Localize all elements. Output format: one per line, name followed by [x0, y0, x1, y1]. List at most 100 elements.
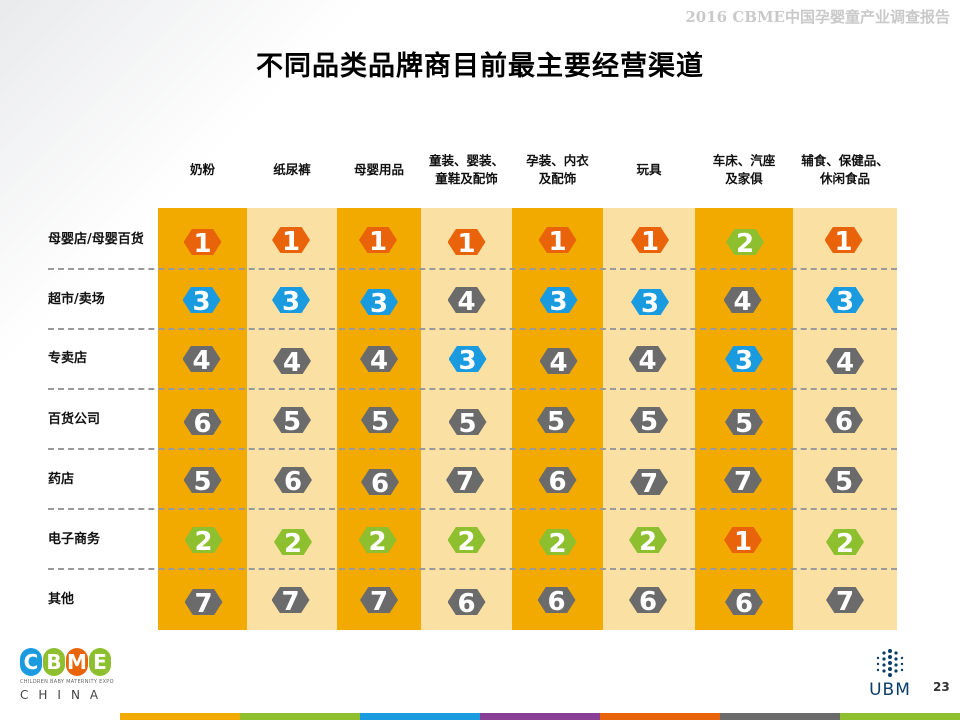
rank-badge: 1: [724, 527, 762, 553]
row-divider: [48, 268, 897, 270]
rank-value: 2: [638, 527, 658, 557]
ubm-logo: UBM: [862, 648, 918, 704]
cbme-logo-letter: E: [89, 648, 111, 676]
rank-value: 6: [370, 469, 390, 499]
rank-value: 1: [368, 227, 388, 257]
rank-badge: 4: [273, 348, 311, 374]
rank-badge: 7: [184, 589, 223, 619]
rank-badge: 3: [826, 287, 864, 313]
rank-value: 6: [457, 589, 476, 619]
rank-badge: 3: [360, 289, 398, 315]
rank-value: 7: [369, 587, 389, 617]
rank-value: 1: [457, 229, 476, 259]
row-label: 母婴店/母婴百货: [48, 232, 144, 247]
rank-badge: 7: [630, 469, 668, 495]
rank-value: 7: [281, 587, 300, 617]
page-number: 23: [933, 680, 950, 694]
rank-value: 4: [549, 348, 568, 378]
rank-badge: 1: [272, 227, 310, 253]
rank-badge: 1: [631, 227, 669, 253]
row-label: 电子商务: [48, 532, 101, 547]
row-label: 超市/卖场: [48, 292, 105, 307]
bottom-bar-segment: [840, 713, 960, 720]
rank-badge: 2: [826, 529, 864, 555]
rank-badge: 1: [183, 229, 222, 255]
rank-badge: 6: [183, 409, 222, 439]
rank-value: 5: [734, 409, 754, 439]
rank-value: 7: [194, 589, 213, 619]
slide-title: 不同品类品牌商目前最主要经营渠道: [256, 51, 704, 82]
rank-badge: 5: [183, 467, 222, 493]
rank-badge: 1: [359, 227, 397, 253]
rank-value: 4: [733, 287, 752, 317]
rank-badge: 5: [630, 407, 668, 433]
cbme-logo-subtitle: CHILDREN BABY MATERNITY EXPO: [20, 679, 114, 685]
rank-badge: 4: [447, 287, 486, 313]
rank-value: 6: [193, 409, 212, 439]
rank-badge: 6: [537, 587, 576, 617]
row-label: 专卖店: [48, 351, 88, 366]
rank-badge: 7: [360, 587, 398, 613]
rank-value: 2: [835, 529, 855, 559]
cbme-logo-letter: C: [20, 648, 42, 676]
column-header: 纸尿裤: [273, 162, 311, 177]
rank-badge: 5: [448, 409, 487, 439]
rank-badge: 5: [725, 409, 763, 435]
report-header: 2016 CBME中国孕婴童产业调查报告: [685, 8, 950, 26]
rank-value: 3: [458, 346, 477, 376]
rank-badge: 2: [358, 527, 397, 557]
rank-badge: 6: [361, 469, 399, 495]
rank-badge: 5: [825, 467, 863, 493]
rank-badge: 2: [538, 529, 577, 559]
column-header: 奶粉: [189, 162, 215, 177]
rank-badge: 1: [824, 227, 863, 253]
rank-value: 3: [640, 289, 660, 319]
rank-badge: 7: [724, 467, 762, 493]
bottom-bar-segment: [720, 713, 840, 720]
rank-badge: 7: [446, 467, 484, 493]
rank-badge: 4: [723, 287, 762, 317]
rank-value: 6: [547, 587, 566, 617]
rank-value: 5: [546, 407, 566, 437]
rank-value: 5: [458, 409, 477, 439]
rank-value: 5: [282, 407, 302, 437]
rank-value: 3: [369, 289, 389, 319]
column-header: 孕装、内衣 及配饰: [526, 153, 589, 186]
rank-badge: 2: [184, 527, 223, 553]
rank-value: 2: [735, 229, 755, 259]
rank-badge: 2: [726, 229, 764, 255]
rank-value: 4: [638, 346, 657, 376]
rank-value: 7: [835, 587, 855, 617]
rank-value: 4: [369, 346, 389, 376]
rank-value: 5: [834, 467, 854, 497]
column-header: 母婴用品: [353, 162, 404, 177]
row-divider: [48, 448, 897, 450]
rank-value: 4: [282, 348, 302, 378]
rank-badge: 5: [273, 407, 311, 433]
rank-badge: 1: [447, 229, 486, 259]
cbme-logo-letter: B: [43, 648, 65, 676]
rank-value: 6: [834, 407, 854, 437]
bottom-bar-segment: [600, 713, 720, 720]
rank-badge: 2: [274, 529, 312, 555]
rank-badge: 6: [274, 467, 312, 493]
cbme-logo-letter: M: [66, 648, 88, 676]
rank-badge: 3: [182, 287, 221, 313]
rank-value: 7: [733, 467, 753, 497]
rank-value: 5: [639, 407, 659, 437]
rank-value: 3: [734, 346, 754, 376]
rank-value: 7: [639, 469, 659, 499]
rank-value: 7: [455, 467, 475, 497]
row-label: 药店: [48, 472, 75, 487]
rank-value: 2: [548, 529, 567, 559]
rank-value: 6: [734, 589, 754, 619]
bottom-bar-segment: [480, 713, 600, 720]
ubm-logo-text: UBM: [869, 680, 911, 700]
rank-badge: 4: [182, 346, 221, 372]
rank-value: 2: [368, 527, 387, 557]
rank-badge: 3: [725, 346, 763, 372]
rank-badge: 3: [448, 346, 487, 376]
row-label: 百货公司: [48, 412, 101, 427]
row-divider: [48, 388, 897, 390]
